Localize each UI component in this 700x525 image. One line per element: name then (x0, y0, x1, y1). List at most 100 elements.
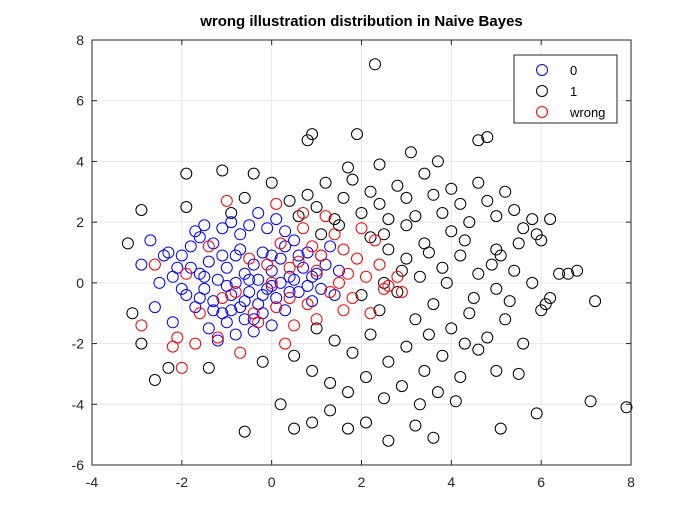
data-point (229, 249, 242, 262)
data-point (382, 355, 395, 368)
data-point (306, 128, 319, 141)
data-point (360, 270, 372, 283)
data-point (292, 249, 305, 262)
data-point (378, 392, 390, 405)
data-point (472, 176, 485, 189)
legend-label: 1 (570, 84, 577, 99)
data-point (485, 258, 498, 271)
data-point (382, 243, 395, 256)
data-point (539, 298, 552, 311)
data-point (342, 422, 354, 435)
ticks (91, 39, 632, 466)
x-tick-label: 6 (537, 474, 545, 490)
data-point (382, 213, 395, 226)
data-point (517, 337, 530, 350)
data-point (499, 313, 512, 326)
data-point (584, 395, 597, 408)
data-point (229, 328, 242, 341)
data-point (400, 252, 413, 265)
data-point (472, 134, 485, 147)
data-point (202, 322, 215, 335)
legend-marker (536, 64, 548, 76)
data-point (184, 261, 197, 274)
data-point (256, 289, 269, 301)
data-point (342, 267, 354, 280)
data-point (328, 228, 341, 241)
x-tick-label: -4 (86, 474, 99, 490)
data-point (333, 276, 345, 289)
data-point (306, 240, 319, 253)
data-point (216, 164, 229, 177)
data-point (526, 213, 539, 226)
data-point (256, 355, 269, 368)
data-point (526, 276, 539, 289)
data-point (360, 416, 372, 429)
data-point (355, 207, 368, 219)
data-point (180, 267, 193, 280)
data-point (270, 292, 283, 304)
data-point (202, 361, 215, 374)
data-point (234, 346, 247, 359)
data-point (198, 270, 211, 283)
data-point (364, 307, 377, 320)
data-point (449, 395, 462, 408)
x-tick-label: 2 (358, 474, 366, 490)
data-point (121, 237, 134, 250)
data-point (463, 216, 476, 229)
series-1 (121, 58, 633, 447)
data-point (355, 222, 368, 235)
legend: 0 1 wrong (513, 54, 618, 124)
data-point (211, 273, 224, 286)
data-point (391, 286, 404, 298)
data-point (512, 237, 525, 250)
data-point (238, 425, 251, 438)
data-point (135, 319, 148, 332)
data-point (342, 161, 354, 174)
data-point (225, 207, 238, 219)
chart-title: wrong illustration distribution in Naive… (199, 13, 523, 30)
data-point (310, 313, 323, 326)
data-point (395, 380, 408, 393)
y-tick-label: -2 (72, 336, 85, 352)
data-point (256, 246, 269, 259)
data-point (283, 194, 296, 207)
data-point (301, 188, 314, 201)
data-point (530, 407, 543, 420)
data-point (490, 282, 503, 295)
data-point (503, 295, 516, 308)
data-point (431, 386, 444, 399)
data-point (148, 301, 161, 314)
data-point (288, 422, 301, 435)
data-point (202, 240, 215, 253)
data-point (490, 243, 503, 256)
data-point (544, 292, 557, 304)
data-point (247, 167, 260, 180)
data-point (328, 334, 341, 347)
data-point (297, 207, 310, 219)
data-point (265, 176, 278, 189)
data-point (310, 322, 323, 335)
data-point (211, 331, 224, 344)
data-point (288, 319, 301, 332)
data-point (171, 261, 184, 274)
data-point (346, 173, 359, 186)
data-point (364, 328, 377, 341)
data-point (562, 267, 575, 280)
data-point (589, 295, 602, 308)
data-point (225, 304, 238, 317)
data-point (382, 279, 395, 292)
data-point (175, 282, 188, 295)
data-point (400, 191, 413, 204)
data-point (395, 264, 408, 277)
data-point (279, 304, 292, 317)
data-point (144, 234, 157, 247)
data-point (445, 182, 458, 195)
data-point (409, 313, 422, 326)
data-point (274, 237, 287, 250)
data-point (413, 398, 426, 411)
data-point (297, 222, 310, 235)
data-point (238, 191, 251, 204)
data-point (440, 276, 453, 289)
